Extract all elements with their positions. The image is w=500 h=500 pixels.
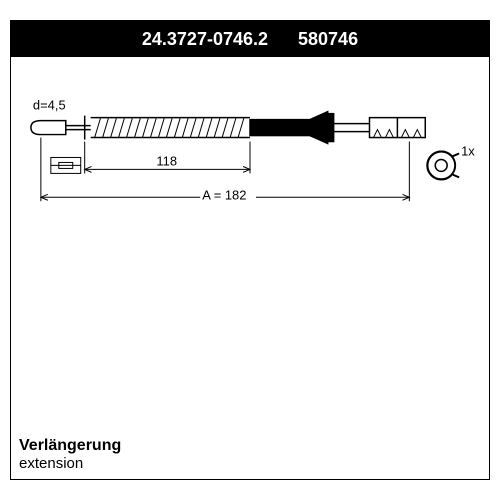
end-view-icon	[51, 157, 81, 173]
d-label: d=4,5	[33, 98, 66, 113]
body-section	[250, 120, 310, 136]
flange	[310, 112, 328, 144]
end-notch	[413, 130, 421, 138]
cable-diagram: d=4,5 118 118 A = 182 1x	[11, 57, 489, 481]
retaining-clip-icon	[427, 151, 459, 179]
clip-qty-label: 1x	[461, 143, 475, 158]
dim-outer-label: A = 182	[202, 187, 246, 202]
diagram-area: d=4,5 118 118 A = 182 1x Verlängerung ex…	[11, 57, 489, 481]
footer-line2: extension	[19, 455, 121, 473]
flange-plate	[328, 114, 334, 142]
end-notch	[385, 130, 393, 138]
coil-hatch	[95, 118, 244, 138]
part-number-long: 24.3727-0746.2	[142, 29, 268, 50]
footer-line1: Verlängerung	[19, 436, 121, 455]
footer-text: Verlängerung extension	[19, 436, 121, 473]
end-notch	[373, 130, 381, 138]
end-notch	[401, 130, 409, 138]
header-bar: 24.3727-0746.2 580746	[11, 21, 489, 57]
part-number-short: 580746	[298, 29, 358, 50]
dim-inner-label: 118	[156, 153, 177, 168]
cable-tip	[31, 121, 66, 135]
drawing-frame: 24.3727-0746.2 580746	[10, 20, 490, 480]
